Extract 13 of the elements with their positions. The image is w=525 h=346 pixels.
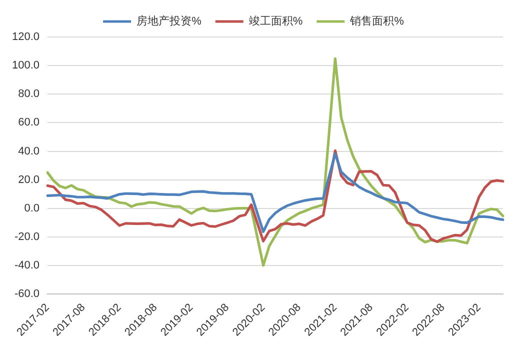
legend-label: 销售面积% bbox=[349, 16, 404, 28]
y-tick-label: -40.0 bbox=[14, 260, 40, 272]
y-tick-label: 120.0 bbox=[12, 31, 40, 44]
y-tick-label: 0.0 bbox=[24, 202, 40, 214]
y-tick-label: 40.0 bbox=[18, 145, 40, 158]
y-tick-label: -20.0 bbox=[14, 231, 40, 244]
y-tick-label: 100.0 bbox=[12, 60, 40, 72]
y-tick-label: -60.0 bbox=[14, 288, 40, 300]
y-tick-label: 60.0 bbox=[18, 116, 40, 129]
y-tick-label: 20.0 bbox=[18, 174, 40, 186]
legend-label: 房地产投资% bbox=[136, 14, 202, 28]
legend-label: 竣工面积% bbox=[248, 14, 303, 28]
y-tick-label: 80.0 bbox=[18, 88, 40, 100]
